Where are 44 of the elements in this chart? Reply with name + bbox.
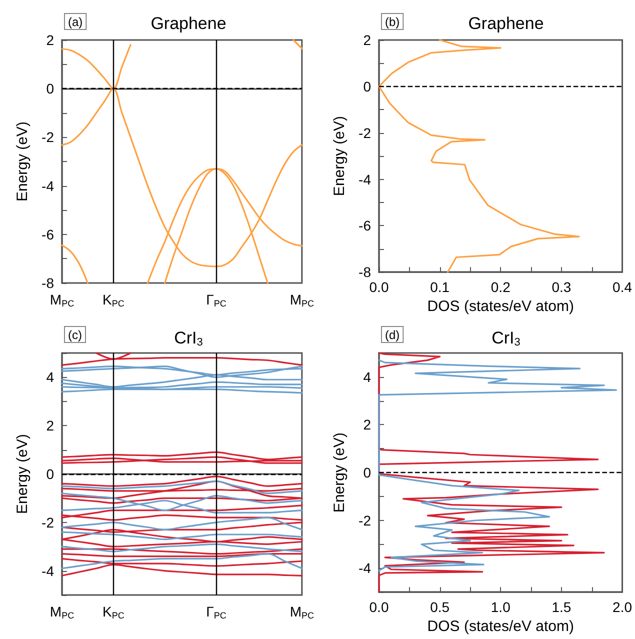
y-tick-label: -6 bbox=[358, 218, 372, 234]
x-tick-label: 1.5 bbox=[552, 599, 572, 616]
text: (b) bbox=[385, 15, 400, 29]
y-tick-label: 0 bbox=[363, 464, 372, 481]
y-tick-label: -4 bbox=[42, 178, 54, 194]
y-tick-label: -2 bbox=[42, 129, 54, 146]
y-tick-label: 2 bbox=[363, 416, 372, 433]
text: (c) bbox=[68, 328, 82, 342]
y-tick-label: -8 bbox=[358, 264, 372, 280]
y-tick-label: 2 bbox=[363, 32, 372, 48]
x-axis-title: DOS (states/eV atom) bbox=[427, 298, 574, 315]
y-tick-label: -4 bbox=[358, 171, 372, 188]
x-tick-label: 0.4 bbox=[612, 279, 632, 296]
y-tick-label: 0 bbox=[46, 466, 54, 482]
y-tick-label: -4 bbox=[358, 560, 372, 576]
text: (d) bbox=[385, 328, 400, 342]
x-axis-title: DOS (states/eV atom) bbox=[427, 618, 574, 635]
y-tick-label: 4 bbox=[46, 369, 54, 386]
y-tick-label: -4 bbox=[42, 562, 54, 579]
y-tick-label: 2 bbox=[46, 32, 54, 48]
x-tick-label: 0.2 bbox=[490, 279, 511, 296]
chart-title: Graphene bbox=[468, 14, 544, 33]
x-tick-label: 1.0 bbox=[490, 599, 511, 616]
y-axis-title: Energy (eV) bbox=[331, 116, 348, 196]
y-tick-label: -2 bbox=[358, 512, 372, 528]
text: (a) bbox=[68, 15, 83, 29]
x-tick-label: 0.5 bbox=[430, 599, 450, 616]
x-tick-label: 0.0 bbox=[369, 279, 389, 296]
y-tick-label: 4 bbox=[363, 368, 372, 385]
y-tick-label: 0 bbox=[363, 78, 372, 94]
y-axis-title: Energy (eV) bbox=[331, 432, 348, 513]
y-tick-label: -6 bbox=[42, 226, 54, 242]
x-tick-label: 0.1 bbox=[430, 279, 450, 296]
y-axis-title: Energy (eV) bbox=[14, 434, 31, 514]
y-tick-label: -2 bbox=[42, 514, 54, 530]
y-tick-label: -8 bbox=[42, 275, 54, 291]
y-axis-title: Energy (eV) bbox=[14, 121, 31, 202]
x-tick-label: 0.3 bbox=[552, 279, 572, 296]
chart-title: Graphene bbox=[150, 14, 226, 33]
x-tick-label: 2.0 bbox=[612, 599, 632, 616]
x-tick-label: 0.0 bbox=[369, 599, 389, 616]
y-tick-label: -2 bbox=[358, 124, 372, 141]
y-tick-label: 0 bbox=[46, 80, 54, 97]
y-tick-label: 2 bbox=[46, 418, 54, 434]
